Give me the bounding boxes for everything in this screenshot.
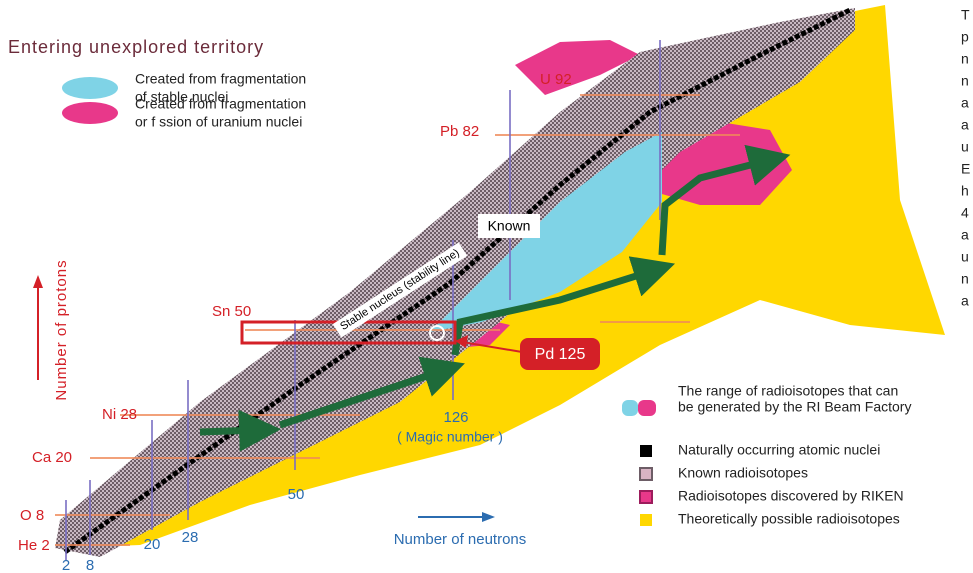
neutron-label: 50 [288, 486, 305, 503]
stability-box [332, 242, 468, 338]
side-text: a [961, 293, 969, 309]
legend-text: of stable nuclei [135, 89, 228, 105]
side-text: E [961, 161, 970, 177]
known-label: Known [488, 218, 531, 234]
legend-text: Radioisotopes discovered by RIKEN [678, 488, 904, 504]
element-label: Ni 28 [102, 406, 137, 423]
element-label: He 2 [18, 537, 50, 554]
y-axis-label: Number of protons [53, 259, 70, 400]
neutron-label: 28 [182, 529, 199, 546]
neutron-label: 2 [62, 557, 70, 573]
side-text: 4 [961, 205, 969, 221]
side-text: a [961, 227, 969, 243]
beam-arrow [199, 409, 281, 452]
callout-box [520, 338, 600, 370]
element-label: Sn 50 [212, 303, 251, 320]
legend-text: be generated by the RI Beam Factory [678, 399, 911, 415]
title: Entering unexplored territory [8, 37, 264, 57]
element-label: Pb 82 [440, 123, 479, 140]
x-axis-label: Number of neutrons [394, 531, 527, 548]
y-axis-arrowhead [33, 275, 43, 288]
legend-swatch-natural [640, 445, 652, 457]
side-text: a [961, 117, 969, 133]
side-text: n [961, 51, 969, 67]
neutron-label: 20 [144, 536, 161, 553]
legend-text: Created from fragmentation [135, 96, 306, 112]
legend-swatch-cyan [622, 400, 638, 416]
known-box [478, 214, 540, 238]
neutron-label: 126 [443, 409, 468, 426]
callout-arrow [461, 341, 523, 353]
legend-swatch-pink [62, 102, 118, 124]
side-text: u [961, 139, 969, 155]
beam-arrow [278, 356, 465, 429]
side-text: a [961, 95, 969, 111]
side-text: T [961, 7, 970, 23]
side-text: h [961, 183, 969, 199]
callout-arrowhead [455, 335, 468, 348]
x-axis-arrowhead [482, 512, 495, 522]
stable-fragment-region [430, 132, 662, 332]
neutron-magic-lines [65, 40, 661, 560]
legend-swatch-cyan [62, 77, 118, 99]
legend-swatch-theoretical [640, 514, 652, 526]
legend-swatch-known [639, 467, 653, 481]
legend-text: Theoretically possible radioisotopes [678, 511, 900, 527]
side-text: n [961, 73, 969, 89]
legend-swatch-pink [638, 400, 656, 416]
legend-text: The range of radioisotopes that can [678, 383, 898, 399]
uranium-region [515, 40, 640, 95]
legend-text: or f ssion of uranium nuclei [135, 114, 302, 130]
side-text: u [961, 249, 969, 265]
beam-arrow [451, 256, 676, 356]
beam-arrow [658, 144, 791, 256]
element-label: O 8 [20, 507, 44, 524]
element-label: Ca 20 [32, 449, 72, 466]
legend-text: Naturally occurring atomic nuclei [678, 442, 880, 458]
side-text: p [961, 29, 969, 45]
legend-text: Known radioisotopes [678, 465, 808, 481]
neutron-label: 8 [86, 557, 94, 573]
magic-number: ( Magic number ) [397, 429, 503, 445]
element-label: U 92 [540, 71, 572, 88]
side-text: n [961, 271, 969, 287]
pd-marker [429, 325, 445, 341]
callout-label: Pd 125 [535, 346, 586, 363]
legend-swatch-riken [639, 490, 653, 504]
legend-text: Created from fragmentation [135, 71, 306, 87]
